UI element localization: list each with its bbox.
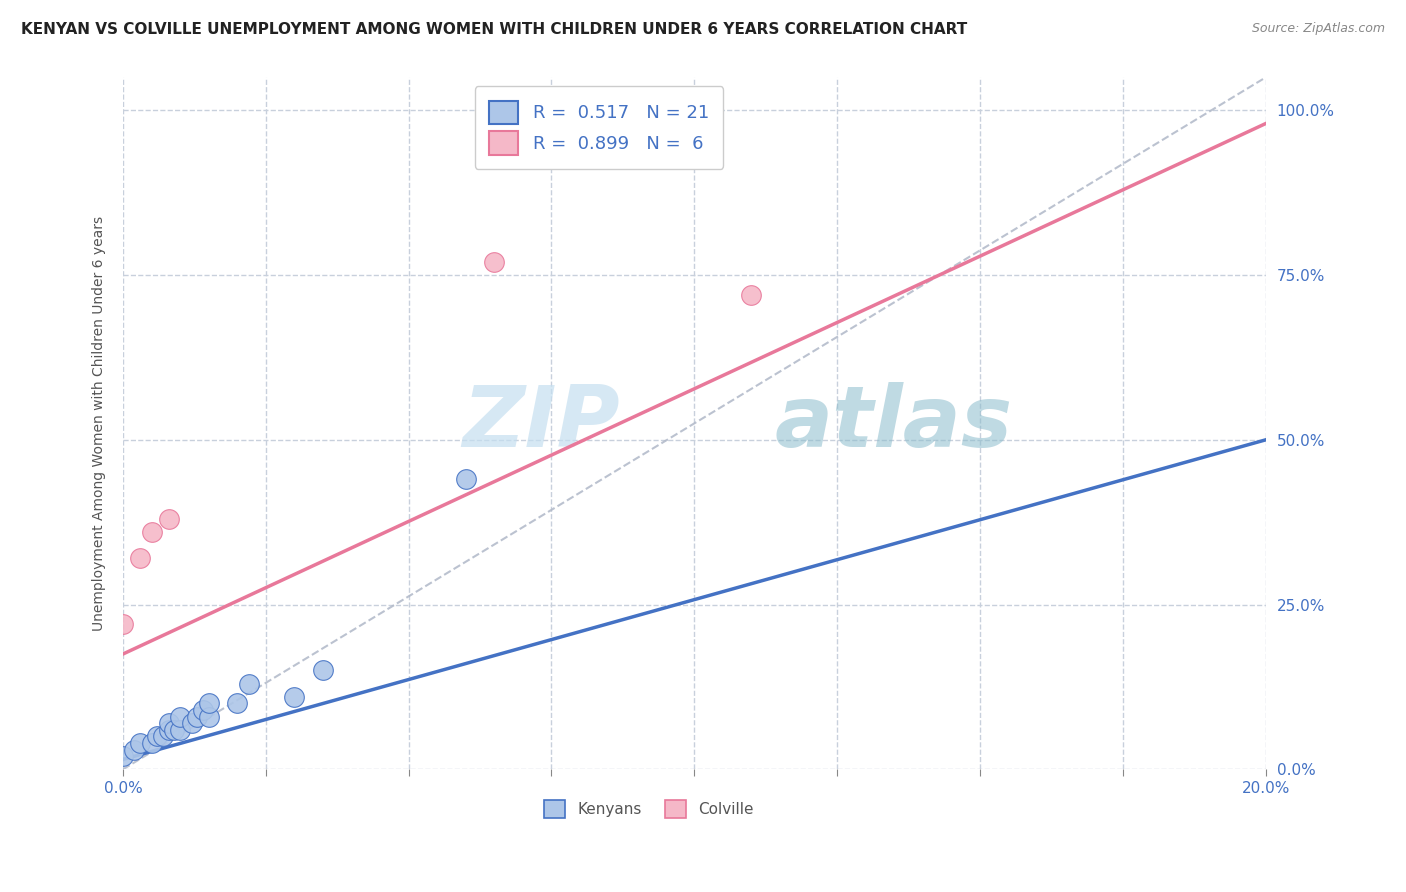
Point: [283, 690, 305, 704]
Point: [129, 551, 152, 566]
Point: [129, 736, 152, 750]
Point: [157, 716, 180, 731]
Point: [197, 697, 219, 711]
Point: [111, 617, 134, 632]
Point: [238, 676, 260, 690]
Text: Source: ZipAtlas.com: Source: ZipAtlas.com: [1251, 22, 1385, 36]
Point: [157, 723, 180, 737]
Point: [180, 716, 202, 731]
Point: [186, 709, 208, 723]
Point: [169, 723, 191, 737]
Point: [226, 697, 249, 711]
Point: [141, 525, 163, 540]
Y-axis label: Unemployment Among Women with Children Under 6 years: Unemployment Among Women with Children U…: [93, 216, 107, 631]
Point: [163, 723, 186, 737]
Text: atlas: atlas: [775, 382, 1012, 465]
Point: [197, 709, 219, 723]
Point: [191, 703, 214, 717]
Point: [141, 736, 163, 750]
Legend: Kenyans, Colville: Kenyans, Colville: [537, 794, 759, 824]
Point: [111, 749, 134, 764]
Point: [169, 709, 191, 723]
Point: [124, 742, 146, 756]
Point: [152, 730, 174, 744]
Text: KENYAN VS COLVILLE UNEMPLOYMENT AMONG WOMEN WITH CHILDREN UNDER 6 YEARS CORRELAT: KENYAN VS COLVILLE UNEMPLOYMENT AMONG WO…: [21, 22, 967, 37]
Point: [157, 512, 180, 526]
Point: [740, 288, 762, 302]
Text: ZIP: ZIP: [463, 382, 620, 465]
Point: [146, 730, 169, 744]
Point: [312, 664, 335, 678]
Point: [484, 255, 506, 269]
Point: [454, 472, 477, 486]
